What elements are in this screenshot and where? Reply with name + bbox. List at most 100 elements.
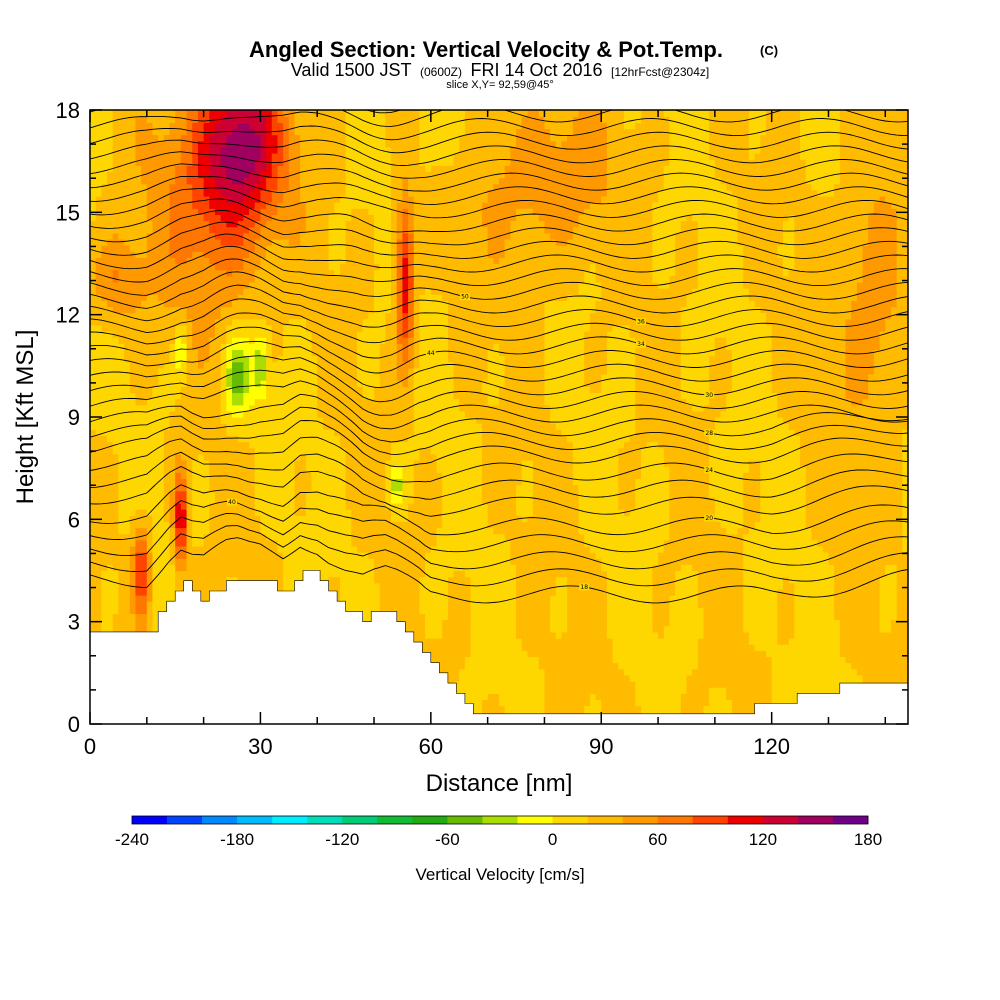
velocity-cell bbox=[260, 343, 267, 351]
velocity-cell bbox=[209, 324, 216, 332]
velocity-cell bbox=[180, 374, 188, 381]
velocity-cell bbox=[95, 607, 102, 615]
velocity-cell bbox=[232, 539, 239, 547]
velocity-cell bbox=[95, 459, 102, 467]
velocity-cell bbox=[163, 189, 171, 197]
velocity-cell bbox=[328, 337, 335, 344]
velocity-cell bbox=[146, 595, 154, 602]
velocity-cell bbox=[209, 232, 216, 240]
velocity-cell bbox=[118, 208, 125, 215]
velocity-cell bbox=[192, 275, 199, 283]
velocity-cell bbox=[101, 202, 108, 209]
velocity-cell bbox=[163, 251, 171, 258]
velocity-cell bbox=[362, 331, 369, 338]
velocity-cell bbox=[305, 527, 313, 535]
velocity-cell bbox=[237, 288, 244, 295]
velocity-cell bbox=[135, 337, 142, 344]
velocity-cell bbox=[317, 361, 324, 369]
velocity-cell bbox=[254, 288, 262, 295]
velocity-cell bbox=[345, 374, 352, 381]
velocity-cell bbox=[334, 183, 341, 191]
velocity-cell bbox=[334, 472, 341, 479]
velocity-cell bbox=[328, 343, 335, 351]
velocity-cell bbox=[192, 558, 199, 565]
velocity-cell bbox=[112, 300, 119, 308]
velocity-cell bbox=[129, 398, 137, 406]
velocity-cell bbox=[101, 122, 108, 130]
velocity-cell bbox=[169, 570, 176, 578]
velocity-cell bbox=[135, 570, 142, 578]
velocity-cell bbox=[186, 349, 193, 357]
velocity-cell bbox=[305, 386, 313, 394]
velocity-cell bbox=[260, 269, 267, 277]
velocity-cell bbox=[339, 343, 347, 351]
velocity-cell bbox=[351, 404, 358, 412]
velocity-cell bbox=[249, 300, 256, 308]
velocity-cell bbox=[152, 490, 159, 498]
velocity-cell bbox=[254, 417, 262, 424]
velocity-cell bbox=[351, 306, 358, 314]
velocity-cell bbox=[237, 521, 244, 529]
velocity-cell bbox=[283, 294, 290, 301]
velocity-cell bbox=[186, 281, 193, 289]
velocity-cell bbox=[351, 275, 358, 283]
velocity-cell bbox=[294, 447, 301, 455]
velocity-cell bbox=[90, 588, 97, 596]
velocity-cell bbox=[339, 152, 347, 160]
velocity-cell bbox=[146, 202, 154, 209]
velocity-cell bbox=[237, 564, 244, 572]
velocity-cell bbox=[112, 361, 119, 369]
velocity-cell bbox=[118, 294, 125, 301]
velocity-cell bbox=[169, 281, 176, 289]
velocity-cell bbox=[362, 441, 369, 449]
velocity-cell bbox=[141, 263, 148, 271]
velocity-cell bbox=[311, 453, 318, 461]
velocity-cell bbox=[271, 165, 279, 172]
velocity-cell bbox=[351, 165, 358, 172]
velocity-cell bbox=[141, 404, 148, 412]
velocity-cell bbox=[101, 533, 108, 541]
velocity-cell bbox=[356, 128, 364, 136]
velocity-cell bbox=[260, 355, 267, 363]
velocity-cell bbox=[209, 312, 216, 320]
velocity-cell bbox=[288, 576, 296, 584]
velocity-cell bbox=[294, 570, 301, 578]
velocity-cell bbox=[232, 552, 239, 559]
velocity-cell bbox=[141, 189, 148, 197]
velocity-cell bbox=[163, 533, 171, 541]
velocity-cell bbox=[135, 165, 142, 172]
velocity-cell bbox=[220, 355, 227, 363]
velocity-cell bbox=[203, 441, 210, 449]
velocity-cell bbox=[356, 349, 364, 357]
velocity-cell bbox=[192, 453, 199, 461]
velocity-cell bbox=[124, 478, 131, 486]
velocity-cell bbox=[101, 232, 108, 240]
velocity-cell bbox=[141, 349, 148, 357]
velocity-cell bbox=[192, 515, 199, 522]
velocity-cell bbox=[277, 269, 284, 277]
velocity-cell bbox=[220, 410, 227, 418]
velocity-cell bbox=[214, 527, 222, 535]
velocity-cell bbox=[254, 392, 262, 400]
velocity-cell bbox=[266, 165, 273, 172]
velocity-cell bbox=[277, 251, 284, 258]
velocity-cell bbox=[146, 558, 154, 565]
velocity-cell bbox=[305, 183, 313, 191]
velocity-cell bbox=[169, 275, 176, 283]
velocity-cell bbox=[158, 306, 165, 314]
velocity-cell bbox=[152, 588, 159, 596]
velocity-cell bbox=[345, 343, 352, 351]
velocity-cell bbox=[368, 533, 375, 541]
velocity-cell bbox=[345, 539, 352, 547]
velocity-cell bbox=[237, 429, 244, 437]
velocity-cell bbox=[317, 202, 324, 209]
velocity-cell bbox=[322, 208, 330, 215]
velocity-cell bbox=[362, 398, 369, 406]
velocity-cell bbox=[186, 380, 193, 387]
velocity-cell bbox=[146, 521, 154, 529]
velocity-cell bbox=[135, 392, 142, 400]
velocity-cell bbox=[254, 521, 262, 529]
velocity-cell bbox=[118, 220, 125, 228]
velocity-cell bbox=[351, 453, 358, 461]
velocity-cell bbox=[90, 177, 97, 185]
